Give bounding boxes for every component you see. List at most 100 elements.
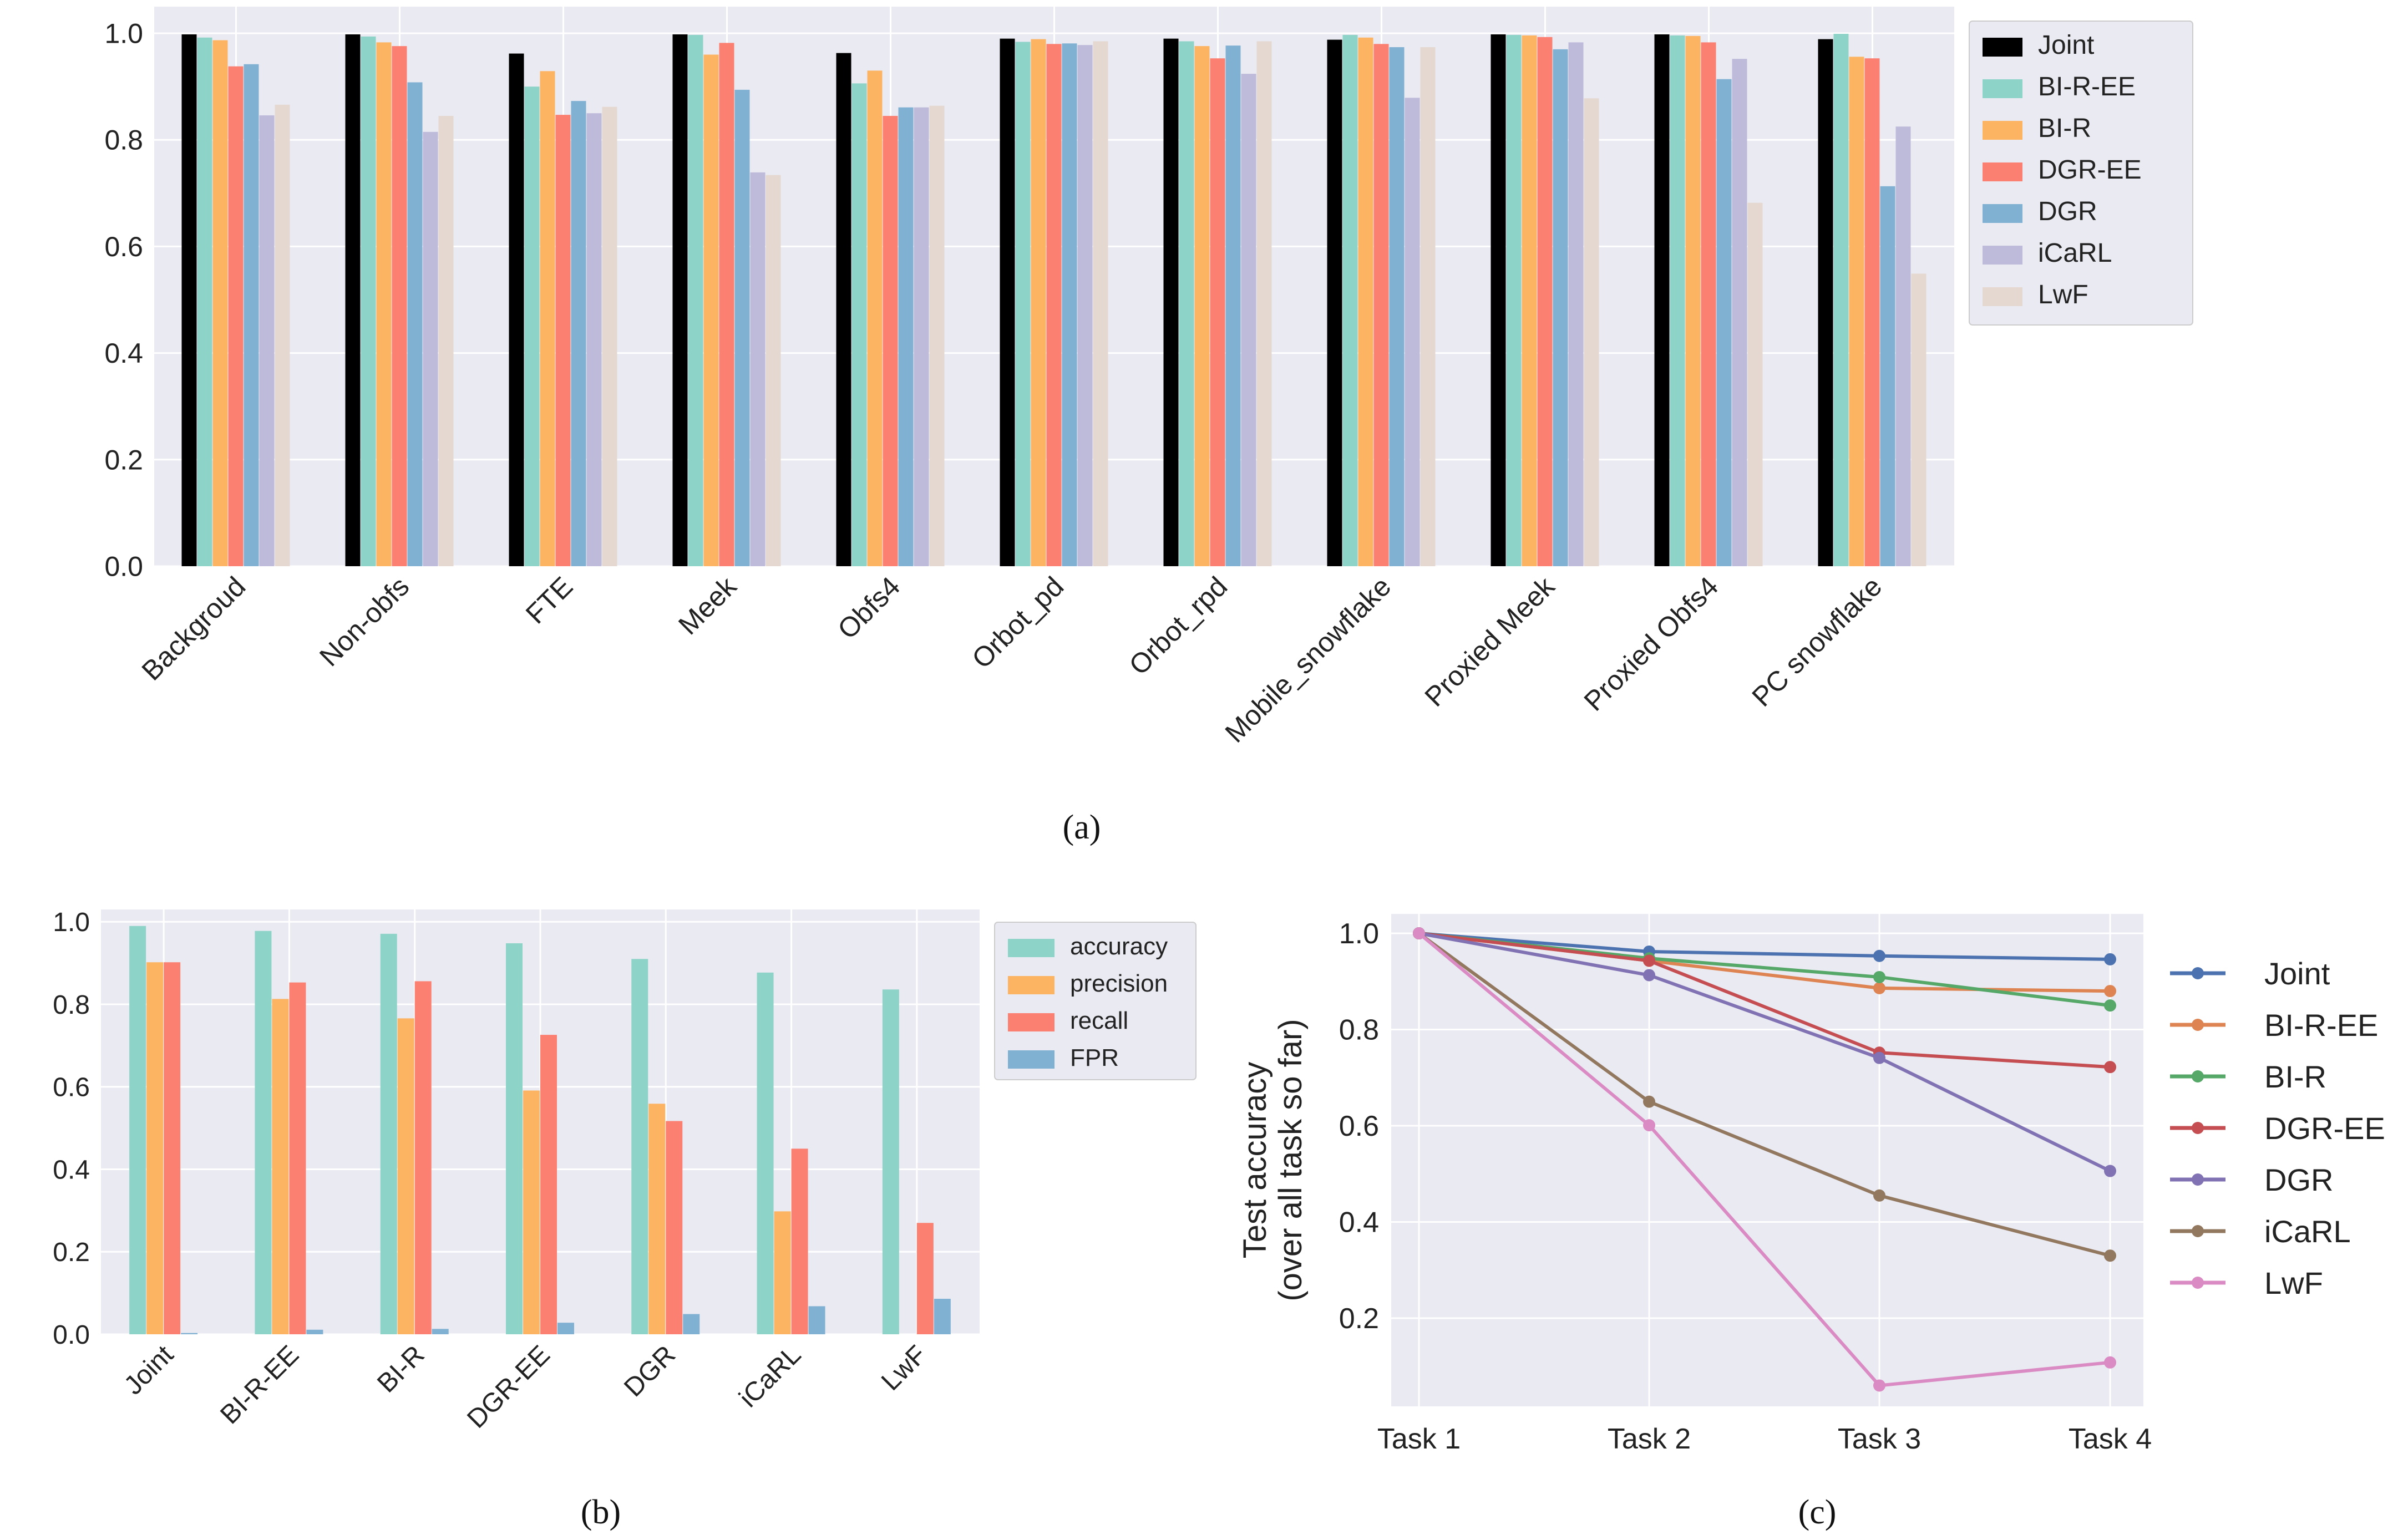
bar-a-icarl [423,131,438,567]
bar-a-bi-r [1849,57,1864,566]
legend-label: iCaRL [2264,1214,2351,1249]
x-tick-label: BI-R [372,1340,430,1398]
legend-swatch [1008,939,1055,957]
bar-a-joint [1163,38,1179,566]
bar-b-recall [666,1121,683,1334]
legend-label: accuracy [1070,933,1168,960]
bar-a-lwf [1420,47,1436,567]
x-tick-label: Task 2 [1608,1423,1691,1455]
bar-b-fpr [934,1299,951,1334]
y-tick-label: 0.8 [1339,1014,1379,1046]
x-tick-label: Non-obfs [313,571,415,672]
y-tick-label: 0.0 [104,551,143,582]
data-point-joint [1873,949,1885,962]
legend-marker [2192,1070,2204,1082]
legend-label: BI-R [2038,114,2091,143]
legend-label: recall [1070,1007,1128,1034]
bar-a-bi-r-ee [1342,34,1358,566]
bar-a-joint [836,53,851,567]
x-tick-label: FTE [520,571,579,629]
bar-b-accuracy [255,931,272,1334]
x-tick-label: iCaRL [734,1340,807,1413]
legend-swatch [1983,246,2022,265]
series-line-dgr [1418,932,2111,1173]
bar-a-bi-r-ee [851,83,867,566]
y-tick-label: 0.2 [1339,1303,1379,1335]
bar-b-accuracy [129,926,146,1334]
bar-a-dgr-ee [555,115,571,566]
bar-a-dgr-ee [228,66,244,567]
series-line-dgr-ee [1418,932,2111,1069]
bar-a-bi-r [1194,46,1210,566]
legend-marker [2192,1277,2204,1289]
bar-a-bi-r-ee [524,87,540,567]
legend-marker [2192,1225,2204,1237]
bar-a-lwf [1584,98,1599,566]
data-point-bi-r-ee [1873,982,1885,994]
bar-a-dgr [1553,49,1568,566]
legend-swatch [1008,976,1055,994]
bar-b-precision [146,962,164,1334]
bar-a-joint [509,53,524,566]
bar-a-dgr-ee [1373,44,1389,567]
bar-a-icarl [750,172,765,566]
caption-a: (a) [1063,809,1101,846]
y-axis-label-2: (over all task so far) [1273,1019,1309,1301]
series-line-joint [1418,932,2111,961]
bar-a-icarl [1732,59,1747,566]
data-point-icarl [1873,1189,1885,1202]
bar-a-joint [1654,34,1670,566]
legend-marker [2192,1173,2204,1186]
x-tick-label: Task 4 [2069,1423,2152,1455]
bar-a-lwf [438,115,454,566]
bar-a-lwf [1093,41,1108,566]
data-point-dgr [2104,1165,2116,1177]
data-point-bi-r [2104,999,2116,1012]
bar-a-lwf [1747,202,1763,566]
bar-a-icarl [259,115,275,566]
bar-a-lwf [275,104,290,566]
bar-b-fpr [808,1306,825,1334]
x-tick-label: LwF [876,1340,932,1396]
bar-a-bi-r [867,70,883,567]
bar-a-dgr [1062,43,1077,566]
legend-label: precision [1070,970,1168,997]
x-tick-label: Meek [672,570,743,641]
x-tick-label: BI-R-EE [215,1340,305,1430]
data-point-dgr [1643,969,1655,982]
bar-a-bi-r [703,54,719,566]
bar-a-bi-r [1685,35,1701,567]
bar-a-icarl [1568,42,1584,567]
legend-swatch [1008,1013,1055,1031]
bar-b-accuracy [757,972,774,1334]
data-point-joint [2104,953,2116,965]
legend-label: DGR [2038,197,2097,226]
data-point-dgr-ee [2104,1061,2116,1074]
bar-a-bi-r-ee [1833,34,1849,567]
bar-b-precision [774,1211,791,1334]
legend-b [994,922,1197,1080]
data-point-bi-r [1873,970,1885,983]
bar-a-icarl [914,107,929,566]
x-tick-label: PC snowflake [1746,571,1888,713]
legend-swatch [1983,287,2022,306]
legend-swatch [1983,38,2022,57]
y-tick-label: 0.6 [1339,1110,1379,1142]
series-line-lwf [1418,932,2111,1387]
bar-a-dgr-ee [1210,58,1225,566]
data-point-lwf [1643,1119,1655,1132]
bar-a-joint [181,34,197,566]
caption-b: (b) [581,1493,621,1531]
legend-a [1969,21,2193,326]
legend-label: LwF [2038,280,2088,309]
legend-swatch [1008,1050,1055,1069]
bar-a-dgr [571,101,586,567]
bar-b-precision [397,1018,414,1334]
bar-a-joint [1000,38,1015,566]
plot-area-c [1391,914,2143,1406]
y-tick-label: 0.4 [1339,1207,1379,1239]
y-tick-label: 0.8 [53,990,90,1020]
bar-a-bi-r-ee [1179,41,1194,566]
bar-b-precision [648,1104,666,1334]
x-tick-label: Joint [119,1340,179,1400]
